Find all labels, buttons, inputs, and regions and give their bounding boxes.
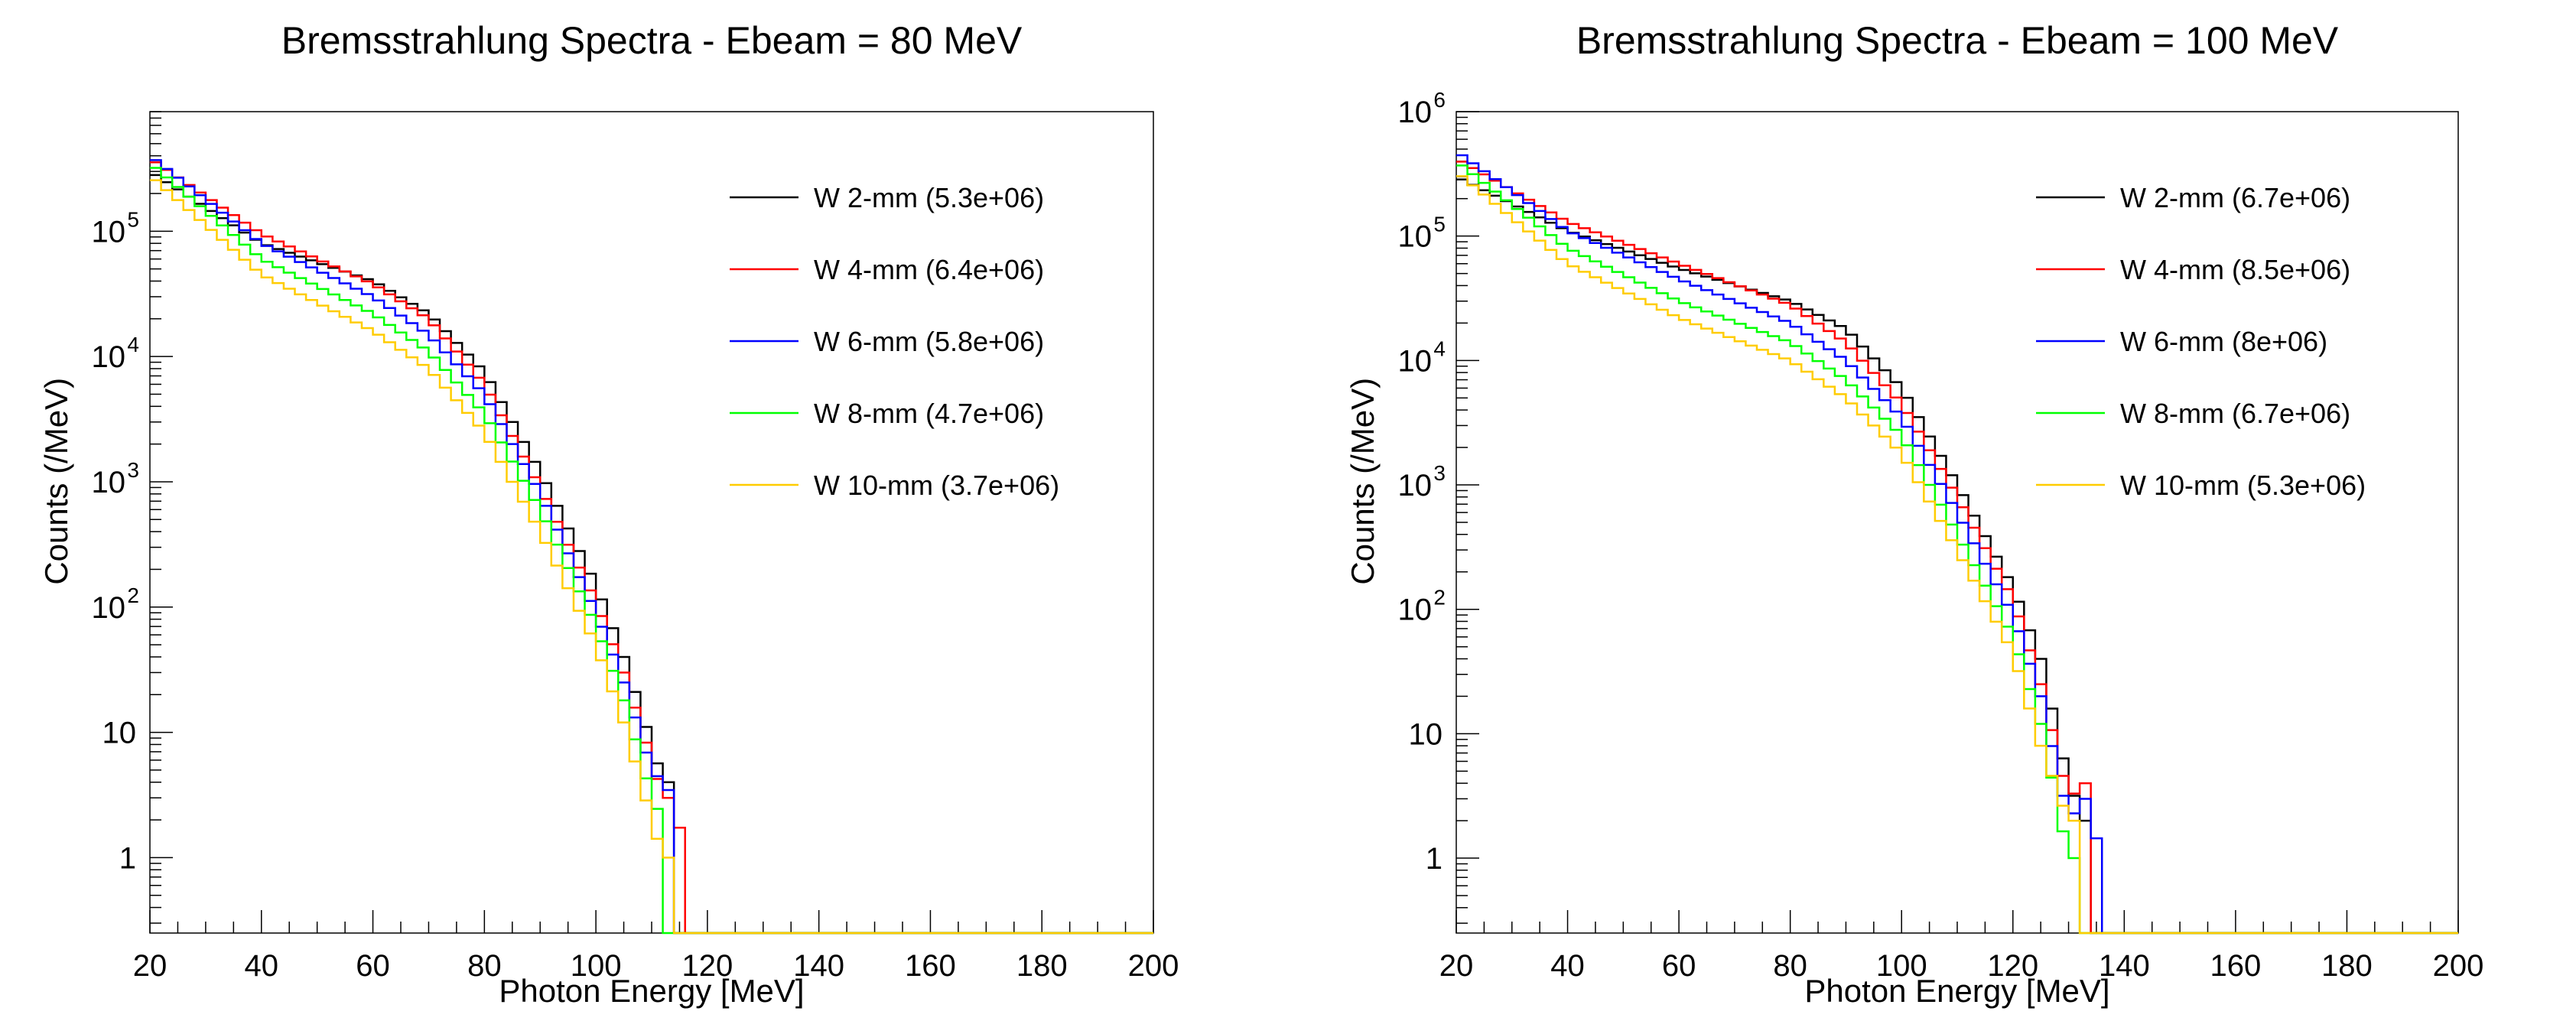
y-tick-mantissa: 10 (92, 591, 126, 625)
chart-panel-2: Bremsstrahlung Spectra - Ebeam = 100 MeV… (1345, 19, 2483, 1009)
x-tick-label: 140 (793, 949, 844, 983)
x-tick-label: 100 (571, 949, 622, 983)
series-line-3 (150, 159, 1153, 935)
y-tick-label: 10 (92, 215, 126, 249)
y-tick-label: 10 (102, 717, 137, 750)
y-tick-mantissa: 10 (1409, 717, 1443, 751)
y-tick-label: 10 (92, 591, 126, 625)
y-tick-label: 10 (1398, 96, 1433, 129)
y-tick-exponent: 4 (127, 333, 139, 356)
y-axis-label: Counts (/MeV) (1345, 378, 1381, 585)
y-tick-label: 1 (119, 841, 136, 875)
x-tick-label: 20 (1439, 949, 1474, 983)
y-tick-label: 10 (1398, 220, 1433, 254)
chart-title: Bremsstrahlung Spectra - Ebeam = 80 MeV (281, 19, 1023, 62)
y-tick-mantissa: 10 (1398, 220, 1433, 254)
series-line-5 (150, 179, 1153, 935)
legend-label: W 4-mm (6.4e+06) (814, 254, 1044, 285)
x-axis-label: Photon Energy [MeV] (1804, 973, 2109, 1009)
y-tick-mantissa: 10 (1398, 344, 1433, 378)
y-tick-mantissa: 10 (92, 215, 126, 249)
y-tick-exponent: 6 (1433, 88, 1446, 112)
x-tick-label: 200 (2433, 949, 2484, 983)
y-tick-label: 10 (1409, 717, 1443, 751)
x-tick-label: 200 (1128, 949, 1179, 983)
y-tick-exponent: 4 (1433, 337, 1446, 360)
y-tick-exponent: 3 (127, 458, 139, 482)
y-tick-mantissa: 10 (102, 717, 137, 750)
y-tick-mantissa: 1 (1426, 842, 1442, 876)
x-tick-label: 160 (905, 949, 956, 983)
chart-title: Bremsstrahlung Spectra - Ebeam = 100 MeV (1576, 19, 2339, 62)
y-tick-label: 10 (92, 340, 126, 374)
legend-label: W 6-mm (8e+06) (2120, 326, 2327, 357)
x-tick-label: 180 (2321, 949, 2373, 983)
x-tick-label: 80 (467, 949, 502, 983)
x-tick-label: 120 (682, 949, 733, 983)
series-line-4 (1456, 164, 2458, 935)
legend-label: W 4-mm (8.5e+06) (2120, 254, 2350, 285)
x-tick-label: 60 (356, 949, 390, 983)
x-tick-label: 120 (1987, 949, 2038, 983)
legend-label: W 2-mm (6.7e+06) (2120, 182, 2350, 213)
y-axis-label: Counts (/MeV) (38, 378, 74, 585)
legend-label: W 2-mm (5.3e+06) (814, 182, 1044, 213)
series-line-5 (1456, 175, 2458, 935)
x-tick-label: 180 (1016, 949, 1068, 983)
x-tick-label: 40 (1550, 949, 1585, 983)
y-tick-label: 10 (1398, 593, 1433, 627)
x-axis-label: Photon Energy [MeV] (499, 973, 804, 1009)
series-line-1 (150, 174, 1153, 935)
chart-panel-1: Bremsstrahlung Spectra - Ebeam = 80 MeV 2… (38, 19, 1179, 1009)
legend-label: W 8-mm (6.7e+06) (2120, 398, 2350, 429)
y-tick-mantissa: 1 (119, 841, 136, 875)
y-tick-mantissa: 10 (1398, 593, 1433, 627)
x-tick-label: 160 (2210, 949, 2262, 983)
x-tick-label: 100 (1876, 949, 1927, 983)
legend-label: W 6-mm (5.8e+06) (814, 326, 1044, 357)
y-tick-mantissa: 10 (1398, 469, 1433, 502)
legend-label: W 10-mm (5.3e+06) (2120, 470, 2366, 501)
y-tick-exponent: 2 (127, 584, 139, 607)
legend-label: W 8-mm (4.7e+06) (814, 398, 1044, 429)
legend-label: W 10-mm (3.7e+06) (814, 470, 1059, 501)
x-tick-label: 140 (2099, 949, 2150, 983)
y-tick-exponent: 5 (1433, 213, 1446, 236)
y-tick-mantissa: 10 (1398, 96, 1433, 129)
y-tick-mantissa: 10 (92, 340, 126, 374)
y-tick-exponent: 3 (1433, 461, 1446, 485)
y-tick-label: 1 (1426, 842, 1442, 876)
x-tick-label: 20 (133, 949, 168, 983)
y-tick-label: 10 (1398, 469, 1433, 502)
y-tick-label: 10 (92, 466, 126, 499)
y-tick-label: 10 (1398, 344, 1433, 378)
x-tick-label: 40 (245, 949, 279, 983)
x-tick-label: 80 (1773, 949, 1807, 983)
series-line-3 (1456, 154, 2458, 935)
y-tick-exponent: 5 (127, 207, 139, 231)
y-tick-exponent: 2 (1433, 586, 1446, 610)
y-tick-mantissa: 10 (92, 466, 126, 499)
x-tick-label: 60 (1662, 949, 1696, 983)
series-line-2 (1456, 161, 2458, 935)
